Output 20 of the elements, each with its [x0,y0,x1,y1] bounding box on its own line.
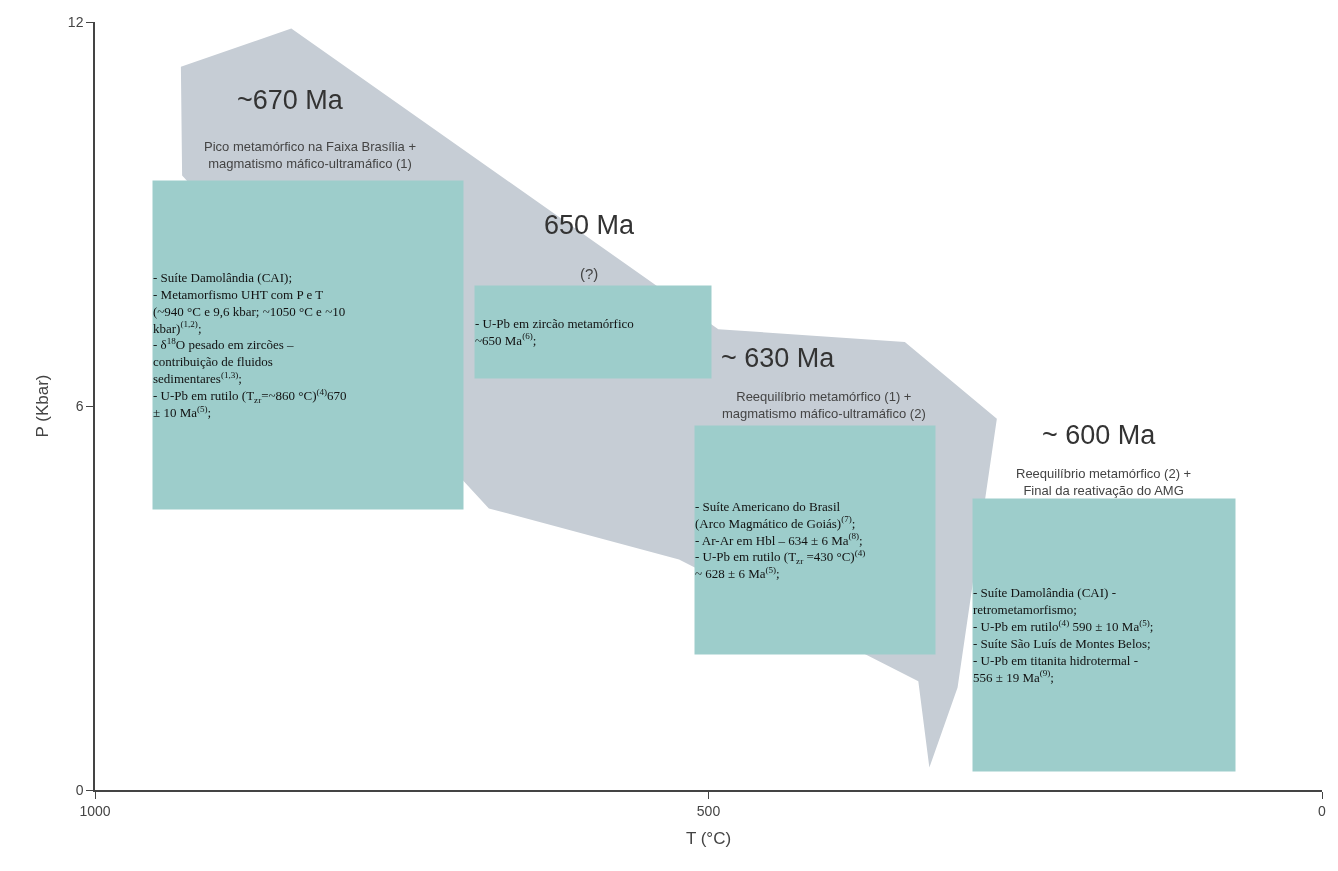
annotation: Reequilíbrio metamórfico (1) + magmatismo máfico-ultramáfico (2) [722,389,926,421]
x-axis-title: T (°C) [685,829,732,849]
annotation: ~ 630 Ma [721,343,836,373]
text: - Suíte Americano do Brasil (Arco Magmático de Goiás)$^{(7)}$; - Ar-Ar em Hbl – 634 ± 6 Ma$^{(8)}$; - U-Pb em rutilo (T$_{zr}$ =430 °C)$^{(4)}$ ~ 628 ± 6 Ma$^{(5)}$; [695,498,866,582]
x-tick-label: 0 [1318,802,1327,819]
annotation: ~ 600 Ma [1042,420,1157,450]
annotation: - U-Pb em zircão metamórfico ~650 Ma$^{(6)}$; [475,316,634,348]
y-tick-label: 12 [67,13,84,30]
text: - Suíte Damolândia (CAI); - Metamorfismo UHT com P e T (~940 °C e 9,6 kbar; ~1050 °C e ~10 kbar)$^{(1,2)}$; - δ$^{18}$O pesado em zircões – contribuição de fluidos sedimentares$^{(1,3)}$; - U-Pb em rutilo (T$_{zr}$=~860 °C)$^{(4)}$670 ± 10 Ma$^{(5)}$; [153,269,347,421]
x-tick-label: 500 [696,802,721,819]
annotation: 650 Ma [544,210,636,240]
annotation: Pico metamórfico na Faixa Brasília + magmatismo máfico-ultramáfico (1) [204,139,417,171]
annotation: Reequilíbrio metamórfico (2) + Final da reativação do AMG [1016,466,1192,498]
y-axis-title: P (Kbar) [32,374,52,438]
text: - Suíte Damolândia (CAI) - retrometamorfismo; - U-Pb em rutilo$^{(4)}$ 590 ± 10 Ma$^{(5)}$; - Suíte São Luís de Montes Belos; - U-Pb em titanita hidrotermal - 556 ± 19 Ma$^{(9)}$; [973,585,1154,685]
annotation: ~670 Ma [237,85,344,115]
annotation: (?) [580,265,599,282]
x-tick-label: 1000 [79,802,111,819]
y-tick-label: 6 [75,397,84,414]
y-tick-label: 0 [75,781,84,798]
